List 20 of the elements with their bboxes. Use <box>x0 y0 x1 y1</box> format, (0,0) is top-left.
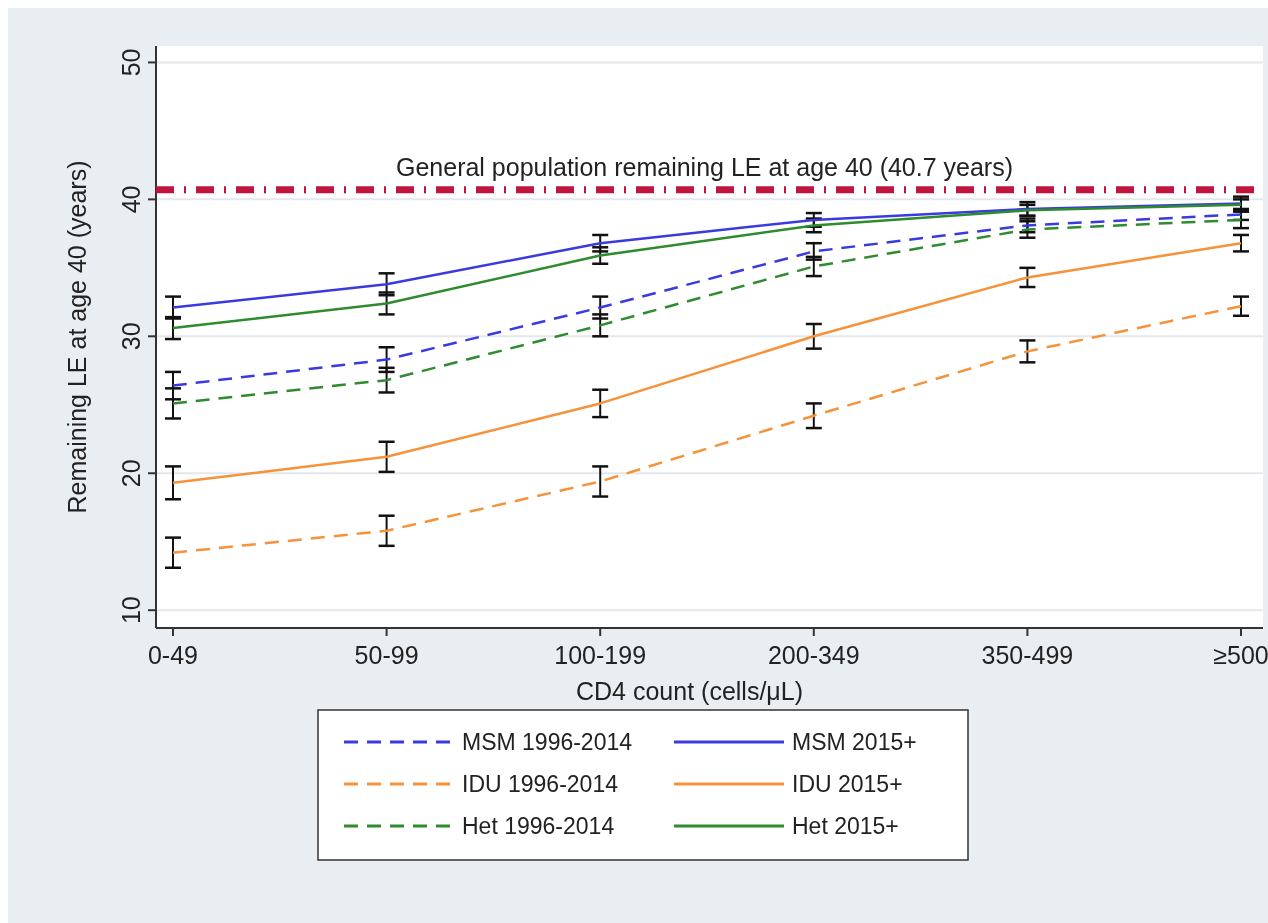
x-tick-label: 350-499 <box>981 641 1074 669</box>
y-tick-label: 50 <box>117 48 145 77</box>
y-tick-label: 40 <box>117 185 145 214</box>
ref-line-label: General population remaining LE at age 40 (40.7 years) <box>395 152 1014 181</box>
legend-label: MSM 2015+ <box>792 729 917 755</box>
y-tick-label: 20 <box>117 459 145 488</box>
y-tick-label: 10 <box>117 596 145 625</box>
legend-label: MSM 1996-2014 <box>462 729 633 755</box>
x-tick-label: 100-199 <box>554 641 647 669</box>
legend-label: Het 1996-2014 <box>462 813 615 839</box>
y-tick-label: 30 <box>117 322 145 351</box>
x-tick-label: 200-349 <box>767 641 860 669</box>
x-tick-label: 50-99 <box>354 641 419 669</box>
legend-label: IDU 2015+ <box>792 771 903 797</box>
legend-label: Het 2015+ <box>792 813 899 839</box>
legend-label: IDU 1996-2014 <box>462 771 619 797</box>
x-tick-label: ≥500 <box>1213 641 1268 669</box>
x-axis-title: CD4 count (cells/μL) <box>576 677 803 705</box>
y-axis-title: Remaining LE at age 40 (years) <box>63 160 91 514</box>
x-tick-label: 0-49 <box>147 641 199 669</box>
